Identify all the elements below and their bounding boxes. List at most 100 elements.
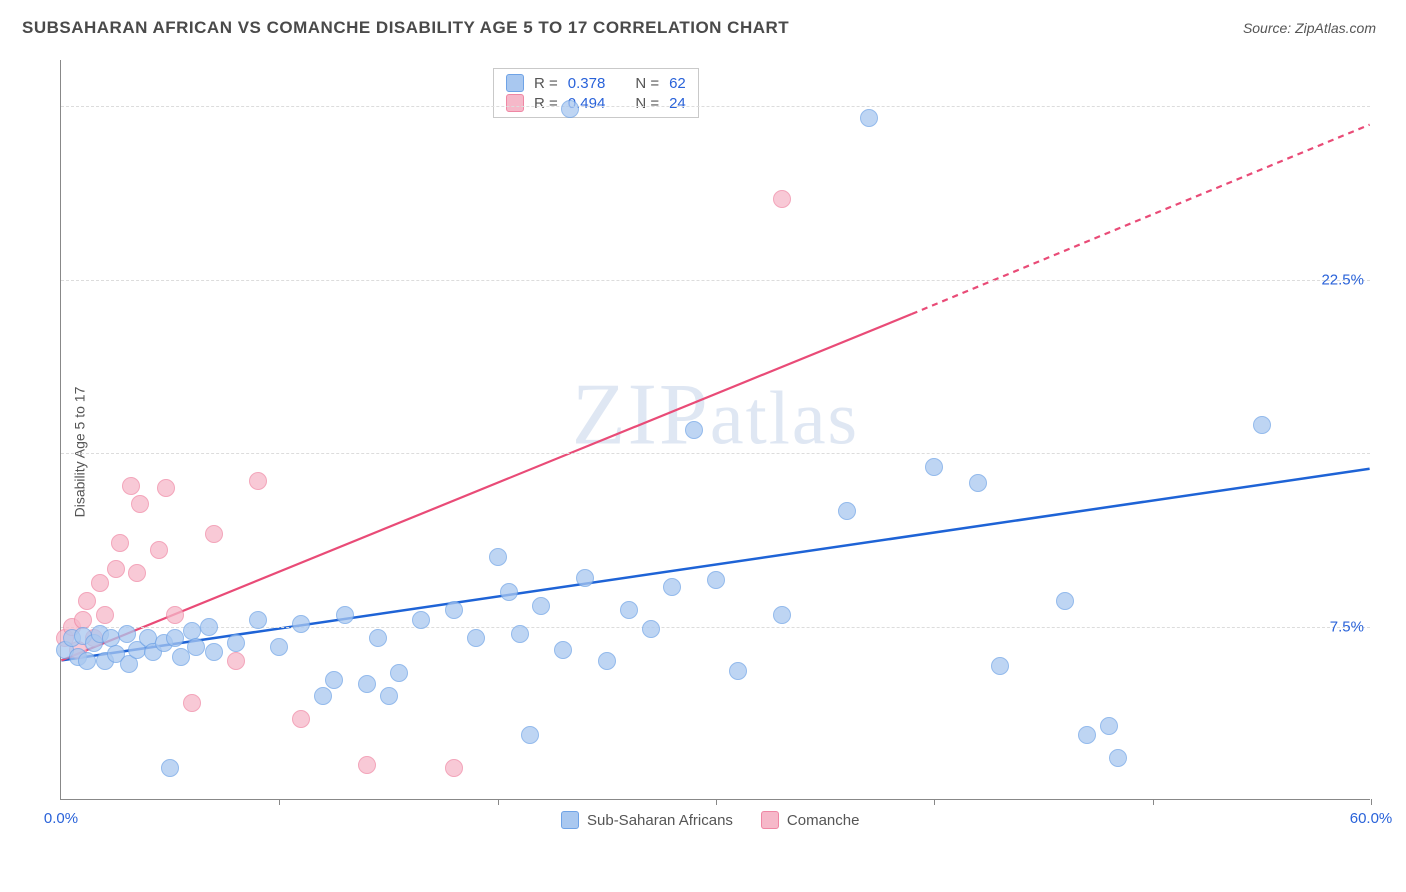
y-tick-label: 22.5% xyxy=(1321,271,1372,288)
legend-bottom-item: Sub-Saharan Africans xyxy=(561,811,733,829)
subsaharan-point xyxy=(685,421,703,439)
n-value: 24 xyxy=(669,95,686,112)
gridline-h xyxy=(61,280,1370,281)
source-name: ZipAtlas.com xyxy=(1295,20,1376,36)
chart-container: Disability Age 5 to 17 ZIPatlas R =0.378… xyxy=(22,52,1384,852)
subsaharan-point xyxy=(642,620,660,638)
subsaharan-point xyxy=(511,625,529,643)
subsaharan-point xyxy=(270,638,288,656)
n-label: N = xyxy=(635,95,659,112)
comanche-point xyxy=(128,564,146,582)
subsaharan-point xyxy=(205,643,223,661)
comanche-point xyxy=(445,759,463,777)
comanche-point xyxy=(292,710,310,728)
subsaharan-point xyxy=(532,597,550,615)
n-label: N = xyxy=(635,75,659,92)
subsaharan-point xyxy=(576,569,594,587)
subsaharan-point xyxy=(1100,717,1118,735)
legend-label: Sub-Saharan Africans xyxy=(587,812,733,829)
subsaharan-point xyxy=(554,641,572,659)
subsaharan-point xyxy=(358,675,376,693)
subsaharan-point xyxy=(166,629,184,647)
subsaharan-point xyxy=(292,615,310,633)
subsaharan-point xyxy=(1078,726,1096,744)
subsaharan-point xyxy=(1253,416,1271,434)
plot-area: ZIPatlas R =0.378N =62R =0.494N =24 Sub-… xyxy=(60,60,1370,800)
subsaharan-point xyxy=(773,606,791,624)
subsaharan-point xyxy=(467,629,485,647)
comanche-point xyxy=(358,756,376,774)
comanche-point xyxy=(91,574,109,592)
trend-lines xyxy=(61,60,1370,799)
x-tick xyxy=(1153,799,1154,805)
subsaharan-point xyxy=(991,657,1009,675)
x-tick xyxy=(498,799,499,805)
chart-title: SUBSAHARAN AFRICAN VS COMANCHE DISABILIT… xyxy=(22,18,789,38)
subsaharan-point xyxy=(729,662,747,680)
r-label: R = xyxy=(534,95,558,112)
subsaharan-point xyxy=(707,571,725,589)
comanche-point xyxy=(107,560,125,578)
comanche-point xyxy=(205,525,223,543)
comanche-point xyxy=(150,541,168,559)
subsaharan-point xyxy=(521,726,539,744)
legend-swatch xyxy=(506,94,524,112)
legend-top-row: R =0.494N =24 xyxy=(506,93,686,113)
subsaharan-point xyxy=(561,100,579,118)
legend-bottom-item: Comanche xyxy=(761,811,860,829)
comanche-point xyxy=(96,606,114,624)
subsaharan-point xyxy=(1056,592,1074,610)
r-value: 0.378 xyxy=(568,75,606,92)
gridline-h xyxy=(61,106,1370,107)
legend-swatch xyxy=(561,811,579,829)
subsaharan-point xyxy=(249,611,267,629)
legend-swatch xyxy=(506,74,524,92)
x-tick-label: 60.0% xyxy=(1350,810,1393,827)
subsaharan-point xyxy=(598,652,616,670)
subsaharan-point xyxy=(161,759,179,777)
legend-label: Comanche xyxy=(787,812,860,829)
subsaharan-point xyxy=(1109,749,1127,767)
x-tick-label: 0.0% xyxy=(44,810,78,827)
x-tick xyxy=(1371,799,1372,805)
x-tick xyxy=(716,799,717,805)
subsaharan-point xyxy=(620,601,638,619)
subsaharan-point xyxy=(118,625,136,643)
subsaharan-point xyxy=(500,583,518,601)
subsaharan-point xyxy=(380,687,398,705)
subsaharan-point xyxy=(325,671,343,689)
x-tick xyxy=(934,799,935,805)
gridline-h xyxy=(61,453,1370,454)
subsaharan-point xyxy=(183,622,201,640)
subsaharan-point xyxy=(838,502,856,520)
subsaharan-point xyxy=(663,578,681,596)
comanche-point xyxy=(122,477,140,495)
subsaharan-point xyxy=(314,687,332,705)
subsaharan-point xyxy=(412,611,430,629)
r-label: R = xyxy=(534,75,558,92)
comanche-point xyxy=(183,694,201,712)
x-tick xyxy=(279,799,280,805)
comanche-point xyxy=(249,472,267,490)
subsaharan-point xyxy=(925,458,943,476)
comanche-point xyxy=(131,495,149,513)
comanche-point xyxy=(166,606,184,624)
comanche-point xyxy=(773,190,791,208)
legend-top-row: R = 0.378 N = 62 xyxy=(506,73,686,93)
comanche-point xyxy=(227,652,245,670)
subsaharan-point xyxy=(489,548,507,566)
source-prefix: Source: xyxy=(1243,20,1295,36)
subsaharan-point xyxy=(969,474,987,492)
subsaharan-point xyxy=(390,664,408,682)
correlation-legend: R =0.378N =62R =0.494N =24 xyxy=(493,68,699,118)
comanche-point xyxy=(111,534,129,552)
y-tick-label: 7.5% xyxy=(1330,618,1372,635)
subsaharan-point xyxy=(860,109,878,127)
subsaharan-point xyxy=(336,606,354,624)
subsaharan-point xyxy=(78,652,96,670)
comanche-point xyxy=(78,592,96,610)
subsaharan-point xyxy=(187,638,205,656)
n-value: 62 xyxy=(669,75,686,92)
comanche-point xyxy=(157,479,175,497)
subsaharan-point xyxy=(445,601,463,619)
